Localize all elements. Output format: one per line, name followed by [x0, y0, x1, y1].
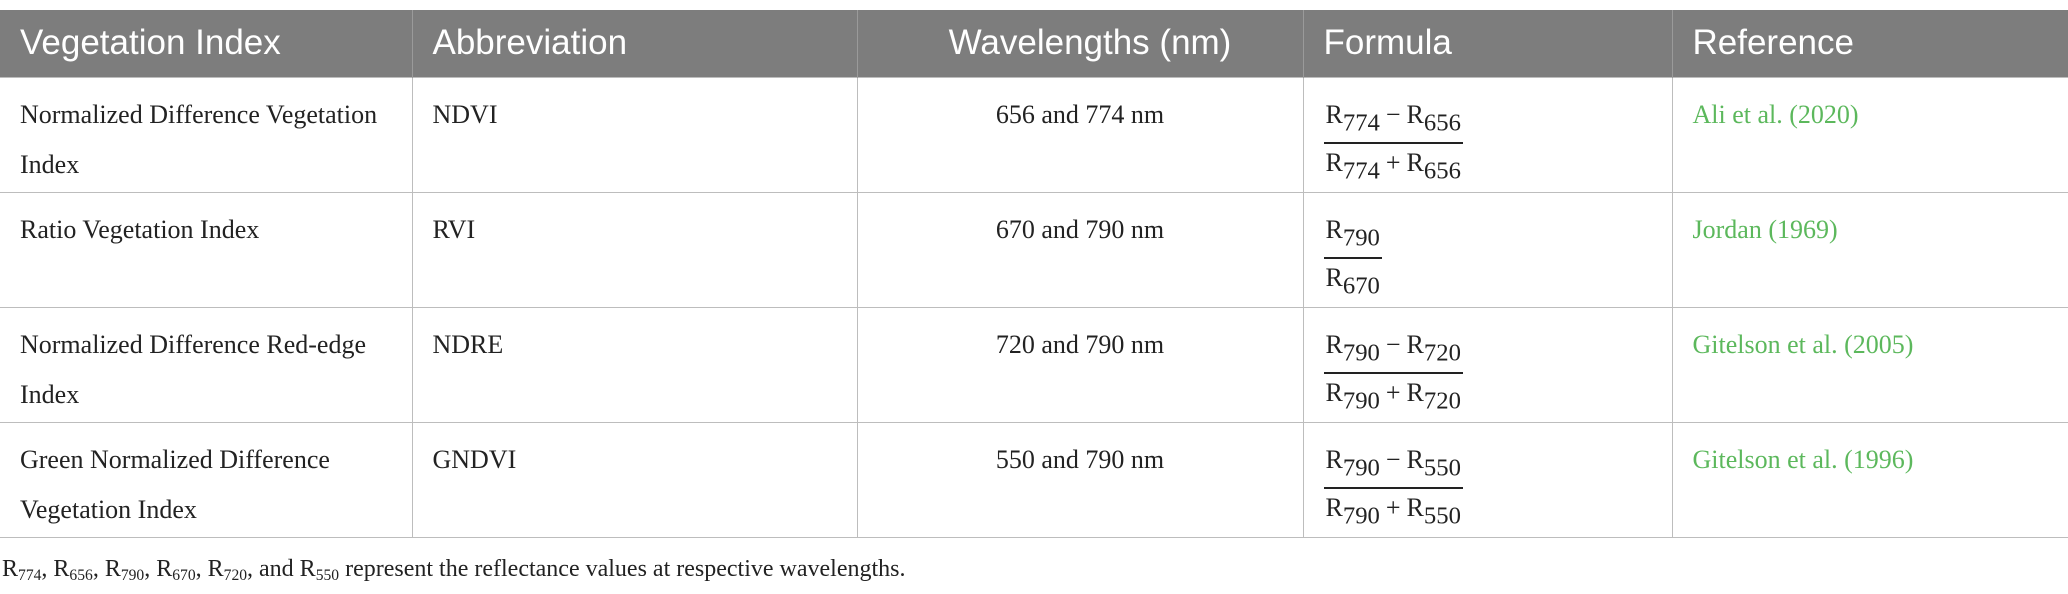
subscript: 550 [1423, 502, 1461, 530]
fraction: R790− R550 R790 + R550 [1323, 441, 1463, 536]
symbol: R [1325, 262, 1343, 292]
subscript: 790 [1342, 502, 1380, 530]
symbol: R [1406, 444, 1424, 474]
operator: − [1385, 99, 1401, 129]
symbol: R [1325, 329, 1343, 359]
footnote-text: , R [195, 555, 224, 582]
index-cell: Ratio Vegetation Index [0, 191, 413, 308]
symbol: R [1406, 377, 1424, 407]
footnote-subscript: 790 [120, 566, 145, 584]
subscript: 720 [1423, 387, 1461, 415]
header-cell: Reference [1671, 10, 2068, 77]
index-cell: Green Normalized Difference Vegetation I… [0, 421, 413, 538]
symbol: R [1325, 214, 1343, 244]
denominator: R670 [1324, 259, 1382, 305]
row: Normalized Difference Vegetation Index ND… [0, 76, 2068, 193]
header-row: Vegetation Index Abbreviation Wavelengths … [0, 10, 2068, 77]
symbol: R [1325, 377, 1343, 407]
footnote-text: , R [144, 555, 173, 582]
footnote-text: R [2, 555, 19, 582]
reference-cell: Gitelson et al. (1996) [1671, 421, 2068, 538]
table: Vegetation Index Abbreviation Wavelengths … [0, 10, 2068, 538]
index-cell: Normalized Difference Red-edge Index [0, 306, 413, 423]
reference-cell: Gitelson et al. (2005) [1671, 306, 2068, 423]
footnote-subscript: 670 [172, 566, 196, 584]
wavelengths-cell: 656 and 774 nm [856, 76, 1304, 193]
subscript: 550 [1423, 453, 1461, 481]
symbol: R [1406, 329, 1424, 359]
fraction: R774− R656 R774 + R656 [1323, 96, 1463, 191]
fraction: R790 R670 [1323, 211, 1382, 306]
abbreviation-cell: RVI [411, 191, 858, 308]
footnote-subscript: 720 [223, 566, 248, 584]
formula-cell: R774− R656 R774 + R656 [1302, 76, 1673, 193]
operator: + [1385, 147, 1401, 177]
subscript: 790 [1342, 223, 1380, 251]
symbol: R [1325, 147, 1343, 177]
footnote-text: represent the reflectance values at resp… [339, 555, 906, 582]
reference-cell: Ali et al. (2020) [1671, 76, 2068, 193]
subscript: 720 [1423, 338, 1461, 366]
header-cell: Formula [1302, 10, 1672, 77]
wavelengths-cell: 720 and 790 nm [856, 306, 1304, 423]
symbol: R [1406, 492, 1424, 522]
formula-cell: R790 R670 [1302, 191, 1673, 308]
row: Normalized Difference Red-edge Index NDRE… [0, 306, 2068, 423]
footnote-text: , R [41, 555, 70, 582]
denominator: R790 + R720 [1324, 374, 1463, 420]
symbol: R [1325, 99, 1343, 129]
formula-cell: R790− R550 R790 + R550 [1302, 421, 1673, 538]
row: Green Normalized Difference Vegetation I… [0, 421, 2068, 538]
subscript: 670 [1342, 272, 1380, 300]
fraction: R790− R720 R790 + R720 [1323, 326, 1463, 421]
symbol: R [1406, 147, 1424, 177]
index-cell: Normalized Difference Vegetation Index [0, 76, 413, 193]
subscript: 774 [1342, 157, 1380, 185]
header-cell: Vegetation Index [0, 10, 412, 77]
symbol: R [1325, 444, 1343, 474]
numerator: R790 [1323, 211, 1382, 259]
subscript: 790 [1342, 453, 1380, 481]
subscript: 774 [1342, 108, 1380, 136]
formula-cell: R790− R720 R790 + R720 [1302, 306, 1673, 423]
reference-link[interactable]: Gitelson et al. (2005) [1692, 329, 1914, 359]
footnote-subscript: 774 [18, 566, 42, 584]
header-cell: Wavelengths (nm) [856, 10, 1303, 77]
footnote-subscript: 550 [315, 566, 340, 584]
operator: + [1385, 377, 1401, 407]
table-body: Normalized Difference Vegetation Index ND… [0, 76, 2068, 538]
numerator: R774− R656 [1323, 96, 1463, 144]
reference-link[interactable]: Gitelson et al. (1996) [1692, 444, 1914, 474]
reference-link[interactable]: Ali et al. (2020) [1692, 99, 1859, 129]
footnote-subscript: 656 [69, 566, 93, 584]
denominator: R774 + R656 [1324, 144, 1463, 190]
reference-cell: Jordan (1969) [1671, 191, 2068, 308]
footnote-text: , and R [247, 555, 316, 582]
numerator: R790− R550 [1323, 441, 1463, 489]
denominator: R790 + R550 [1324, 489, 1463, 535]
abbreviation-cell: NDVI [411, 76, 858, 193]
footnote: R774, R656, R790, R670, R720, and R550 r… [2, 556, 2068, 585]
wavelengths-cell: 550 and 790 nm [856, 421, 1304, 538]
numerator: R790− R720 [1323, 326, 1463, 374]
reference-link[interactable]: Jordan (1969) [1692, 214, 1838, 244]
subscript: 790 [1342, 387, 1380, 415]
subscript: 656 [1423, 157, 1461, 185]
symbol: R [1325, 492, 1343, 522]
row: Ratio Vegetation Index RVI 670 and 790 nm R… [0, 191, 2068, 308]
footnote-text: , R [92, 555, 121, 582]
symbol: R [1406, 99, 1424, 129]
abbreviation-cell: NDRE [411, 306, 858, 423]
subscript: 790 [1342, 338, 1380, 366]
wavelengths-cell: 670 and 790 nm [856, 191, 1304, 308]
operator: + [1385, 492, 1401, 522]
subscript: 656 [1423, 108, 1461, 136]
header-cell: Abbreviation [411, 10, 857, 77]
operator: − [1385, 329, 1401, 359]
abbreviation-cell: GNDVI [411, 421, 858, 538]
operator: − [1385, 444, 1401, 474]
